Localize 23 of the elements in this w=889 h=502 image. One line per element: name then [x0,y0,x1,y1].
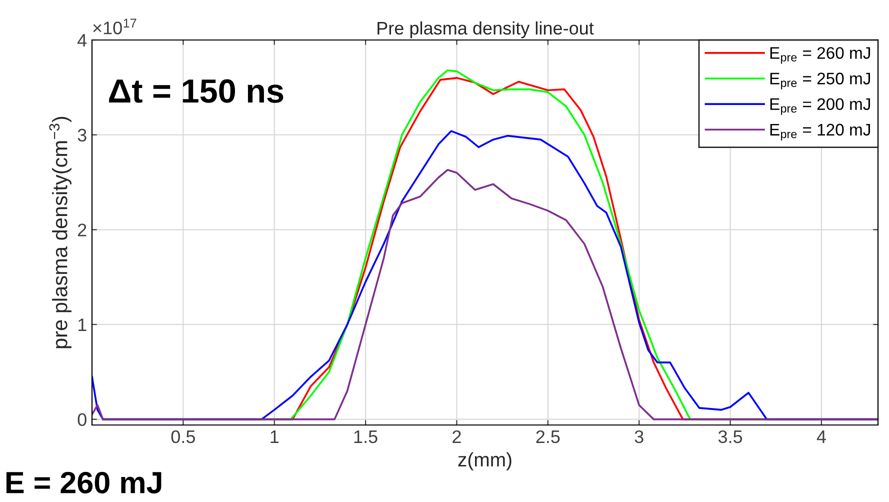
y-tick-label: 1 [78,318,86,332]
x-tick-label: 1 [270,430,279,443]
legend-label: E$_{pre}$ = 200 mJ [770,98,870,115]
text: E = 260 mJ [6,472,162,494]
x-tick-label: 1.5 [354,430,378,444]
legend-label: E$_{pre}$ = 120 mJ [770,124,870,141]
legend-label: E$_{pre}$ = 260 mJ [770,47,870,64]
text: ×10$^{17}$ [93,18,136,34]
chart-title: Pre plasma density line-out [378,21,594,38]
x-tick-label: 4 [816,430,826,443]
annotation: Δt = 150 ns [109,79,284,103]
legend-label: E$_{pre}$ = 250 mJ [770,72,870,90]
x-tick-label: 2.5 [536,430,560,444]
y-tick-label: 0 [78,413,86,426]
y-tick-label: 2 [78,224,86,236]
x-tick-label: 3.5 [718,430,742,444]
y-axis-title: pre plasma density(cm$^{−3}$) [49,116,72,348]
y-tick-label: 4 [78,34,87,47]
x-tick-label: 3 [634,430,644,444]
x-tick-label: 0.5 [171,430,195,444]
y-tick-label: 3 [78,128,86,142]
x-axis-title: z(mm) [458,452,512,470]
x-tick-label: 2 [452,430,461,443]
